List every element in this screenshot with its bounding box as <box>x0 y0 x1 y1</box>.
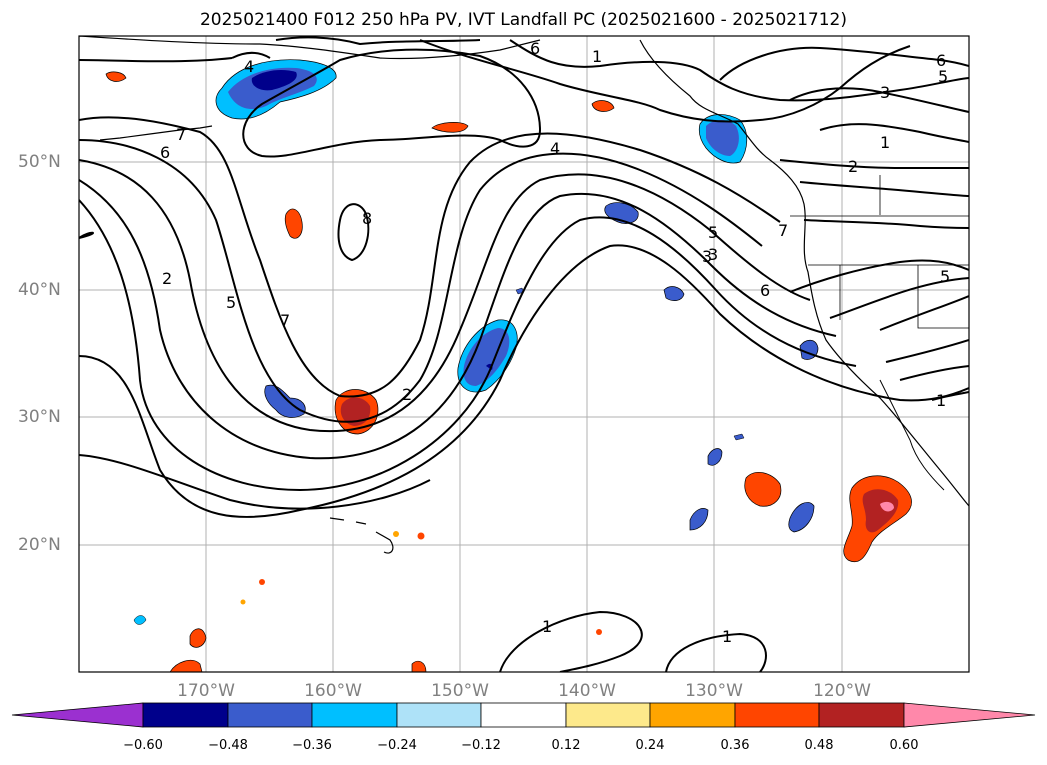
colorbar-bin <box>480 702 567 728</box>
negative-anomaly-west <box>264 384 306 418</box>
contour-label: 6 <box>530 39 540 58</box>
contour-label: 2 <box>402 385 412 404</box>
aleutians <box>99 125 213 141</box>
hawaii <box>329 517 394 554</box>
positive-anomaly-small-4 <box>189 628 207 648</box>
positive-anomaly-north <box>284 208 303 239</box>
contour-label: 7 <box>280 311 290 330</box>
lat-label: 50°N <box>18 152 61 172</box>
colorbar-tick-label: 0.60 <box>889 738 919 753</box>
colorbar <box>11 702 1036 728</box>
coastlines <box>79 36 969 554</box>
colorbar-bin <box>396 702 482 728</box>
colorbar-extend-high <box>903 702 1036 728</box>
lat-label: 20°N <box>18 535 61 555</box>
contour-label: 7 <box>176 125 186 144</box>
contour-label: 2 <box>848 157 858 176</box>
contour-label: 4 <box>550 139 560 158</box>
lon-label: 160°W <box>304 681 362 701</box>
colorbar-bin <box>734 702 820 728</box>
shaded-anomalies <box>105 59 912 672</box>
colorbar-tick-label: −0.12 <box>461 738 501 753</box>
contour-label: 1 <box>592 47 602 66</box>
colorbar-tick-label: 0.24 <box>635 738 665 753</box>
colorbar-bin <box>311 702 398 728</box>
positive-anomaly-small-3 <box>105 71 127 82</box>
positive-anomaly-small-2 <box>591 100 615 112</box>
contour-label: 3 <box>708 245 718 264</box>
colorbar-tick-label: −0.60 <box>123 738 163 753</box>
contour-label: 7 <box>778 221 788 240</box>
contour-label: 5 <box>940 267 950 286</box>
lon-label: 120°W <box>813 681 871 701</box>
lon-label: 150°W <box>431 681 489 701</box>
lat-label: 40°N <box>18 280 61 300</box>
colorbar-bin <box>142 702 229 728</box>
colorbar-tick-label: −0.36 <box>292 738 332 753</box>
contour-label: 6 <box>760 281 770 300</box>
contour-label: 5 <box>708 223 718 242</box>
colorbar-tick-label: −0.24 <box>377 738 417 753</box>
colorbar-bin <box>227 702 313 728</box>
negative-anomaly-subtropics-1 <box>788 502 815 533</box>
contour-label: 5 <box>226 293 236 312</box>
contour-label: 1 <box>722 627 732 646</box>
contour-label: 3 <box>880 83 890 102</box>
contour-label: 3 <box>702 247 712 266</box>
colorbar-bin <box>818 702 905 728</box>
contour-label: 6 <box>936 51 946 70</box>
contour-label: 1 <box>542 617 552 636</box>
negative-anomaly-subtropics-3 <box>707 448 723 466</box>
contour-label: 6 <box>160 143 170 162</box>
lon-label: 130°W <box>685 681 743 701</box>
contour-label: 8 <box>362 209 372 228</box>
colorbar-bin <box>649 702 736 728</box>
contour-labels: 4 6 1 6 5 7 6 4 3 1 2 8 2 5 7 3 5 3 7 6 … <box>160 39 950 646</box>
contour-label: 4 <box>244 57 254 76</box>
positive-anomaly-subtropics-1 <box>744 471 782 507</box>
map-frame <box>78 35 970 673</box>
map-title: 2025021400 F012 250 hPa PV, IVT Landfall… <box>199 10 847 30</box>
negative-anomaly-subtropics-2 <box>689 508 709 531</box>
state-borders <box>790 175 969 329</box>
map-area <box>79 36 969 672</box>
lat-label: 30°N <box>18 407 61 427</box>
colorbar-tick-label: 0.36 <box>720 738 750 753</box>
colorbar-tick-label: −0.48 <box>208 738 248 753</box>
negative-anomaly-small-1 <box>663 286 685 301</box>
colorbar-tick-label: 0.48 <box>804 738 834 753</box>
contour-label: 1 <box>936 391 946 410</box>
pv-contours <box>79 36 969 672</box>
contour-label: 1 <box>880 133 890 152</box>
lon-label: 140°W <box>558 681 616 701</box>
alaska-coast <box>79 36 541 60</box>
baja <box>879 379 945 491</box>
colorbar-extend-low <box>11 702 144 728</box>
positive-anomaly-small-1 <box>431 122 469 133</box>
contour-label: 2 <box>162 269 172 288</box>
contour-label: 5 <box>938 67 948 86</box>
lon-label: 170°W <box>177 681 235 701</box>
colorbar-tick-label: 0.12 <box>551 738 581 753</box>
north-american-coast <box>639 39 969 507</box>
colorbar-bin <box>565 702 651 728</box>
